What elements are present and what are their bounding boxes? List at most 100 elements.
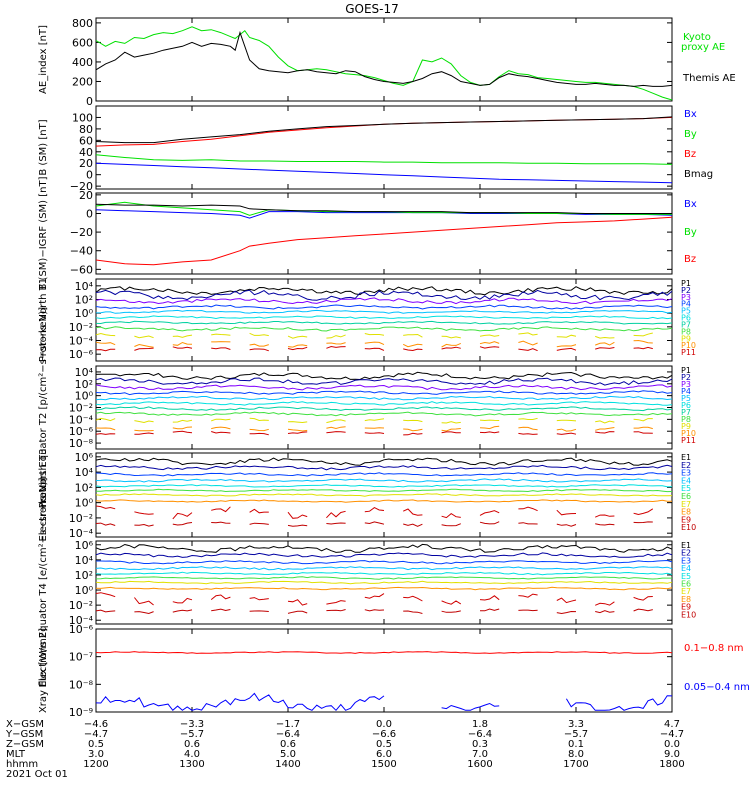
- series-line-elecn-7: [95, 499, 673, 503]
- series-line-protn-5: [95, 315, 673, 320]
- series-line-elecn-5: [96, 488, 673, 493]
- series-line-elece-3: [95, 566, 673, 571]
- legend-entry: E7: [681, 500, 691, 509]
- ytick-label: 10²: [75, 294, 93, 307]
- legend-entry: E1: [681, 453, 691, 462]
- xaxis-row-label: Y−GSM: [5, 729, 43, 740]
- legend-entry: E3: [681, 556, 691, 565]
- legend-entry: P9: [681, 422, 691, 431]
- chart-title: GOES-17: [345, 2, 399, 16]
- panel-frame: [95, 278, 673, 362]
- legend-entry: E7: [681, 587, 691, 596]
- series-line-prote-1: [95, 377, 673, 386]
- legend-entry: P3: [681, 380, 691, 389]
- legend-entry: P6: [681, 314, 691, 323]
- xaxis-value: 4.7: [664, 719, 680, 730]
- legend-entry: By: [684, 129, 697, 140]
- series-line-protn-6: [95, 320, 673, 325]
- ytick-label: 10⁻⁴: [69, 527, 94, 540]
- ylabel: B (SM)−IGRF (SM) [nT]: [38, 176, 49, 290]
- ytick-label: 10⁰: [75, 584, 94, 597]
- legend-entry: proxy AE: [681, 42, 725, 53]
- xaxis-value: −4.7: [660, 729, 684, 740]
- series-line-elece-8: [96, 593, 672, 606]
- legend-entry: P7: [681, 320, 691, 329]
- legend-entry: P7: [681, 408, 691, 417]
- legend-entry: P3: [681, 293, 691, 302]
- legend-entry: E9: [681, 515, 691, 524]
- panel-frame: [95, 628, 673, 713]
- legend-entry: E6: [681, 580, 691, 589]
- legend-entry: E4: [681, 476, 691, 485]
- legend-entry: E4: [681, 564, 691, 573]
- panel-xray: 10⁻⁶ 10⁻⁷ 10⁻⁸ 10⁻⁹ Xray flux [W/m2] 0.1−0.8 …: [38, 623, 750, 719]
- ytick-label: 600: [72, 36, 93, 49]
- series-line-bsm-2: [95, 116, 673, 147]
- legend-entry: Bz: [684, 149, 696, 160]
- legend-entry: P10: [681, 341, 696, 350]
- series-line-protn-1: [95, 289, 673, 301]
- xaxis-value: −6.4: [276, 729, 300, 740]
- series-line-bsm-1: [95, 154, 673, 165]
- xaxis-value: 5.0: [280, 749, 296, 760]
- xaxis-value: 7.0: [472, 749, 488, 760]
- ytick-label: −60: [70, 263, 93, 276]
- legend-entry: P4: [681, 300, 691, 309]
- series-line-bigrf-3: [95, 203, 672, 214]
- legend-entry: P9: [681, 334, 691, 343]
- ytick-label: 0: [86, 95, 93, 108]
- ytick-label: 0: [86, 169, 93, 182]
- series-line-prote-4: [95, 395, 673, 401]
- series-line-xray-0: [95, 651, 673, 654]
- xaxis-value: 0.6: [184, 739, 200, 750]
- ylabel: Protons Equator T2 [p/(cm²−s−sr−keV)]: [38, 307, 49, 509]
- xaxis-row-label: X−GSM: [6, 719, 44, 730]
- legend-entry: P11: [681, 348, 696, 357]
- series-line-prote-8: [96, 418, 672, 423]
- ylabel: Electrons Equator T4 [e/(cm²−s−sr−keV)]: [38, 477, 49, 687]
- ytick-label: 10²: [75, 481, 93, 494]
- ytick-label: 10⁴: [75, 466, 94, 479]
- legend-entry: Bx: [684, 199, 697, 210]
- series-line-elece-2: [96, 559, 673, 565]
- xaxis-value: 0.6: [280, 739, 296, 750]
- ytick-label: 10⁻⁶: [69, 348, 94, 361]
- ytick-label: 800: [72, 17, 93, 30]
- legend-entry: P11: [681, 436, 696, 445]
- ytick-label: 10²: [75, 569, 93, 582]
- xaxis-value: −1.7: [276, 719, 300, 730]
- ytick-label: 10⁻⁸: [69, 678, 94, 691]
- ytick-label: 10²: [75, 378, 93, 391]
- series-line-elecn-6: [95, 493, 673, 497]
- legend-entry: E2: [681, 461, 691, 470]
- ytick-label: 20: [79, 189, 93, 202]
- series-line-elecn-8: [96, 506, 672, 519]
- legend-entry: P2: [681, 373, 691, 382]
- series-line-protn-2: [95, 297, 673, 305]
- series-line-elece-7: [95, 586, 673, 591]
- ytick-label: 10⁴: [75, 280, 94, 293]
- legend-entry: P8: [681, 327, 691, 336]
- xaxis-value: 1800: [659, 759, 684, 770]
- xaxis-value: 0.5: [376, 739, 392, 750]
- series-line-bigrf-2: [95, 216, 673, 266]
- legend-entry: E8: [681, 595, 691, 604]
- ytick-label: 40: [79, 146, 93, 159]
- legend-entry: Kyoto: [683, 32, 711, 43]
- xaxis-value: 8.0: [568, 749, 584, 760]
- ytick-label: 10⁻⁸: [69, 437, 94, 450]
- xaxis-value: −4.6: [84, 719, 108, 730]
- series-line-xray-1: [95, 692, 673, 712]
- xaxis-value: 1400: [275, 759, 300, 770]
- legend-entry: E8: [681, 508, 691, 517]
- ytick-label: 400: [72, 56, 93, 69]
- legend-entry: P4: [681, 387, 691, 396]
- ylabel: Protons North T1: [38, 278, 49, 362]
- ytick-label: 10⁻²: [69, 599, 93, 612]
- ylabel: AE_index [nT]: [38, 25, 49, 94]
- xaxis-value: 1300: [179, 759, 204, 770]
- ytick-label: 10⁻⁴: [69, 413, 94, 426]
- ytick-label: 10⁻⁷: [69, 651, 93, 664]
- xaxis-value: −5.7: [564, 729, 588, 740]
